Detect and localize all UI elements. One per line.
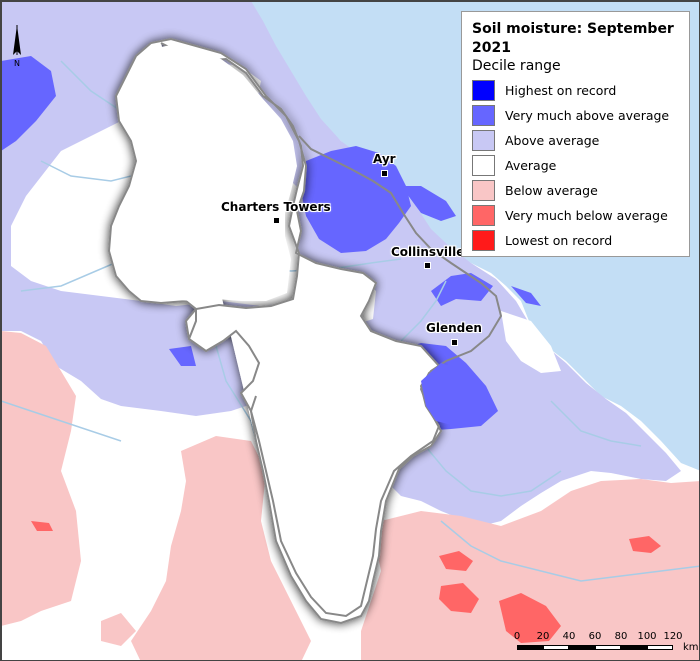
- town-label-charters-towers: Charters Towers: [221, 200, 331, 214]
- legend-subtitle: Decile range: [472, 58, 561, 74]
- below-average-region: [101, 613, 136, 646]
- catchment-fill: [113, 45, 297, 301]
- legend-row: Very much below average: [472, 203, 679, 228]
- scale-segment: [647, 645, 673, 650]
- legend-row: Lowest on record: [472, 228, 679, 253]
- legend-swatch: [472, 80, 495, 101]
- legend-label: Very much above average: [505, 108, 670, 123]
- town-marker-glenden: [451, 339, 458, 346]
- legend-label: Lowest on record: [505, 233, 613, 248]
- catchment-fill: [251, 396, 394, 616]
- very-much-below-average-region: [439, 583, 479, 613]
- town-label-glenden: Glenden: [426, 321, 482, 335]
- legend-row: Very much above average: [472, 103, 679, 128]
- town-marker-ayr: [381, 170, 388, 177]
- north-arrow-icon: N: [13, 25, 21, 68]
- very-much-below-average-region: [439, 551, 473, 571]
- below-average-region: [131, 436, 311, 660]
- very-much-above-average-region: [511, 286, 541, 306]
- legend-swatch: [472, 180, 495, 201]
- very-much-above-average-region: [421, 363, 486, 426]
- scale-tick-label: 60: [588, 631, 602, 642]
- legend-items: Highest on record Very much above average…: [472, 78, 679, 253]
- scale-tick-label: 0: [513, 631, 521, 642]
- legend-row: Above average: [472, 128, 679, 153]
- scale-segment: [621, 645, 647, 650]
- legend-swatch: [472, 230, 495, 251]
- legend-title: Soil moisture: September 2021: [472, 21, 674, 56]
- legend-label: Very much below average: [505, 208, 668, 223]
- legend-label: Average: [505, 158, 557, 173]
- average-region: [501, 311, 561, 373]
- scale-tick-label: 40: [562, 631, 576, 642]
- legend-row: Average: [472, 153, 679, 178]
- scale-segment: [517, 645, 543, 650]
- town-marker-charters-towers: [273, 217, 280, 224]
- legend-row: Highest on record: [472, 78, 679, 103]
- very-much-below-average-region: [31, 521, 53, 531]
- very-much-below-average-region: [629, 536, 661, 553]
- scale-segment: [569, 645, 595, 650]
- scale-segment: [595, 645, 621, 650]
- very-much-above-average-region: [401, 186, 456, 221]
- town-marker-collinsville: [424, 262, 431, 269]
- below-average-region: [1, 331, 81, 626]
- legend: Soil moisture: September 2021 Decile ran…: [461, 11, 690, 257]
- legend-swatch: [472, 105, 495, 126]
- scale-tick-label: 100: [637, 631, 657, 642]
- town-label-ayr: Ayr: [373, 152, 396, 166]
- town-label-collinsville: Collinsville: [391, 245, 465, 259]
- scale-segment: [543, 645, 569, 650]
- legend-swatch: [472, 205, 495, 226]
- very-much-above-average-region: [1, 56, 56, 151]
- north-arrow-label: N: [14, 59, 20, 68]
- scale-unit: km: [683, 642, 699, 653]
- very-much-above-average-region: [169, 346, 196, 366]
- scale-tick-label: 80: [614, 631, 628, 642]
- scale-tick-label: 20: [536, 631, 550, 642]
- scale-tick-label: 120: [663, 631, 683, 642]
- legend-label: Above average: [505, 133, 600, 148]
- legend-swatch: [472, 155, 495, 176]
- very-much-below-average-region: [499, 593, 561, 643]
- scale-bar: 0 20 40 60 80 100 120 km: [513, 631, 699, 653]
- legend-row: Below average: [472, 178, 679, 203]
- legend-label: Below average: [505, 183, 598, 198]
- legend-swatch: [472, 130, 495, 151]
- legend-label: Highest on record: [505, 83, 617, 98]
